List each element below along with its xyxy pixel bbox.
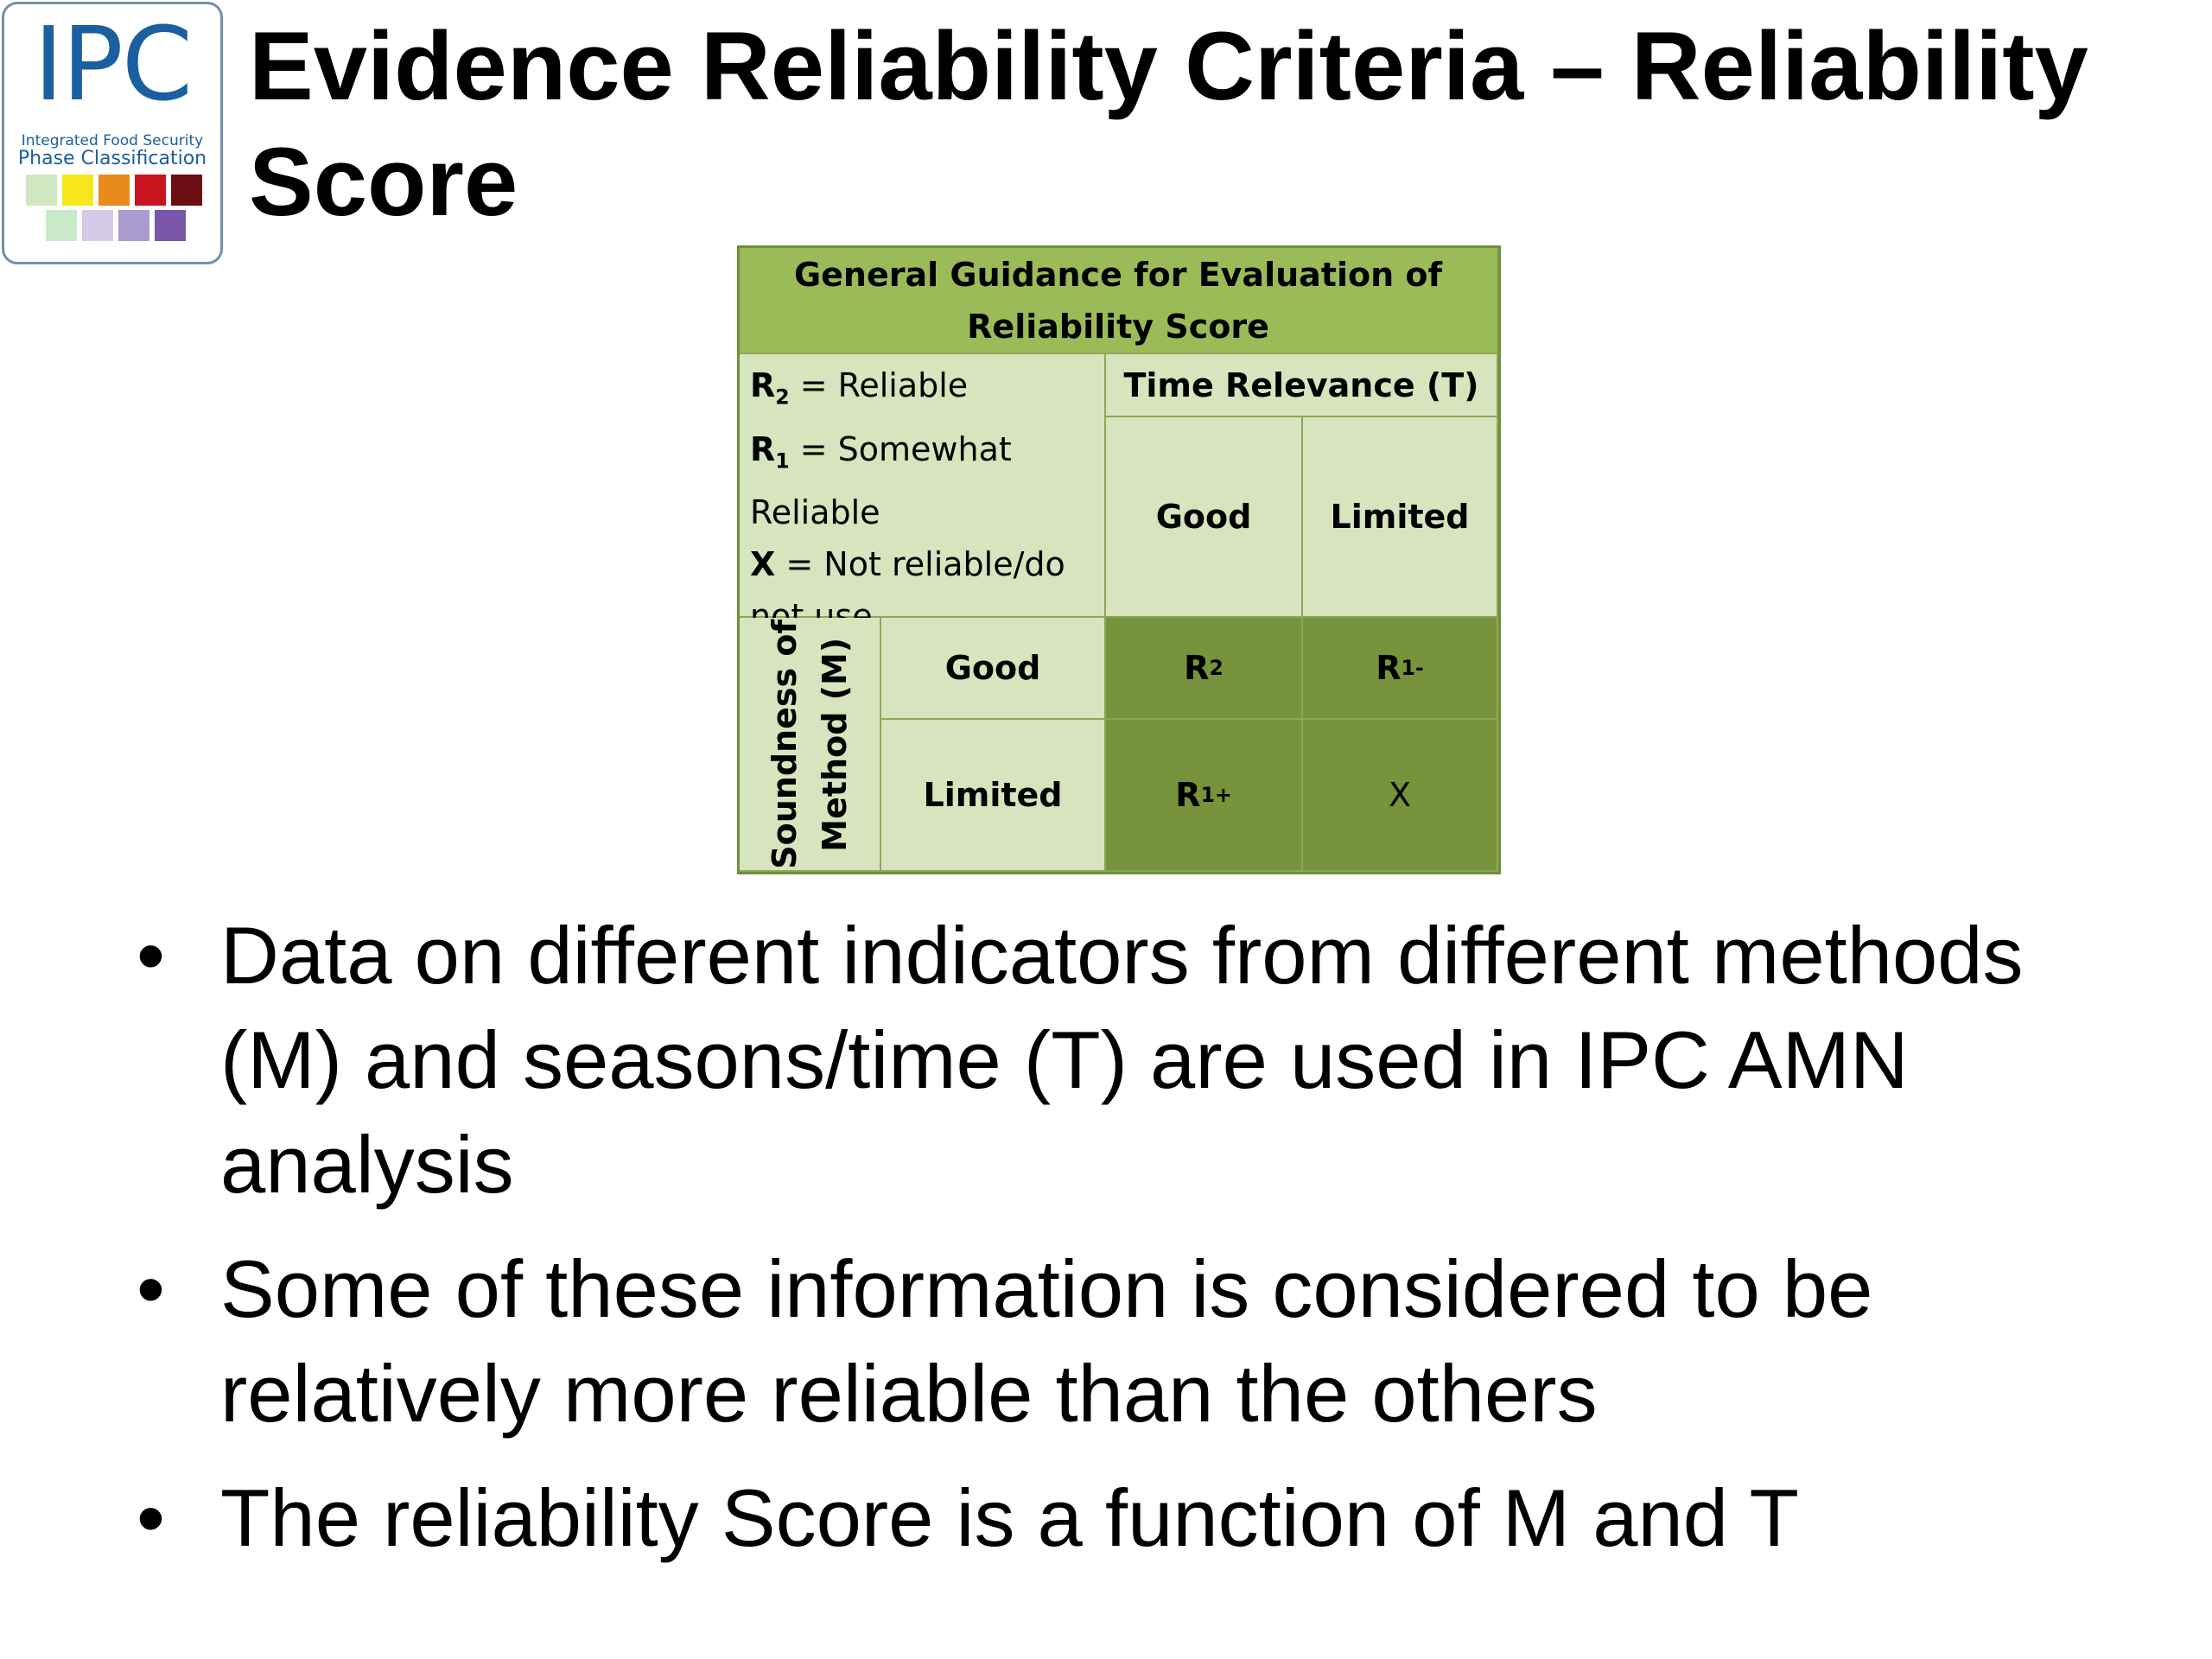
logo-swatch: [26, 175, 57, 206]
logo-swatches-row-2: [46, 210, 193, 241]
logo-line-1: Integrated Food Security: [21, 132, 204, 149]
score-limited-limited: X: [1303, 720, 1498, 872]
logo-line-2: Phase Classification: [17, 148, 207, 169]
logo-swatch: [99, 175, 130, 206]
legend-r1-text-2: Reliable: [750, 493, 880, 532]
legend-r1-text: = Somewhat: [789, 429, 1012, 468]
method-header-line-1: Soundness of: [766, 619, 804, 869]
score-limited-good: R 1 +: [1106, 720, 1303, 872]
method-header-text: Soundness of Method (M): [760, 620, 860, 869]
logo-swatch: [171, 175, 202, 206]
time-good-header: Good: [1106, 417, 1303, 618]
bullet-item: • Some of these information is considere…: [130, 1236, 2117, 1446]
logo-swatch: [82, 210, 113, 241]
score-good-good-sub: 2: [1209, 656, 1224, 680]
legend-r1-symbol: R: [750, 429, 776, 468]
logo-acronym: IPC: [33, 4, 193, 124]
legend-r1-sub: 1: [775, 448, 790, 474]
bullet-glyph: •: [137, 1472, 165, 1563]
score-good-limited-sub: 1: [1401, 656, 1415, 680]
time-relevance-header: Time Relevance (T): [1106, 354, 1498, 417]
bullet-item: • Data on different indicators from diff…: [130, 903, 2117, 1217]
legend-x-symbol: X: [750, 545, 776, 584]
reliability-table: General Guidance for Evaluation of Relia…: [737, 245, 1501, 874]
score-good-good-base: R: [1184, 649, 1210, 687]
score-limited-good-sub: 1: [1200, 783, 1215, 807]
table-header: General Guidance for Evaluation of Relia…: [740, 248, 1498, 354]
bullet-text: The reliability Score is a function of M…: [220, 1472, 1799, 1563]
time-limited-header: Limited: [1303, 417, 1498, 618]
bullet-text: Data on different indicators from differ…: [220, 910, 2024, 1210]
score-limited-good-base: R: [1175, 776, 1201, 814]
logo-swatch: [155, 210, 186, 241]
legend-r2-symbol: R: [750, 366, 776, 404]
legend-r1: R1 = Somewhat: [750, 423, 1012, 487]
method-header-line-2: Method (M): [816, 637, 854, 851]
legend-r2-sub: 2: [775, 385, 790, 410]
legend-x: X = Not reliable/do: [750, 538, 1065, 590]
method-header: Soundness of Method (M): [740, 618, 881, 872]
slide-title: Evidence Reliability Criteria – Reliabil…: [249, 12, 2088, 236]
legend-r2-text: = Reliable: [789, 366, 969, 404]
bullet-item: • The reliability Score is a function of…: [130, 1465, 2117, 1570]
legend-cell: R2 = Reliable R1 = Somewhat Reliable X =…: [740, 354, 1106, 635]
bullet-glyph: •: [137, 910, 165, 1001]
method-limited-header: Limited: [881, 720, 1106, 872]
bullet-text: Some of these information is considered …: [220, 1243, 1873, 1439]
score-good-limited-sup: -: [1414, 656, 1424, 680]
legend-r2: R2 = Reliable: [750, 359, 968, 423]
table-header-line-1: General Guidance for Evaluation of: [793, 255, 1443, 294]
logo-swatches-row-1: [26, 175, 207, 206]
bullet-glyph: •: [137, 1243, 165, 1334]
logo-swatch: [135, 175, 166, 206]
bullet-list: • Data on different indicators from diff…: [130, 903, 2117, 1590]
legend-x-text: = Not reliable/do: [775, 545, 1065, 584]
logo-swatch: [46, 210, 77, 241]
ipc-logo: IPC Integrated Food Security Phase Class…: [2, 2, 223, 264]
table-header-line-2: Reliability Score: [967, 307, 1269, 346]
logo-swatch: [118, 210, 149, 241]
score-limited-limited-base: X: [1388, 776, 1412, 814]
score-good-limited-base: R: [1376, 649, 1402, 687]
method-good-header: Good: [881, 618, 1106, 720]
logo-swatch: [62, 175, 93, 206]
score-limited-good-sup: +: [1214, 783, 1232, 807]
